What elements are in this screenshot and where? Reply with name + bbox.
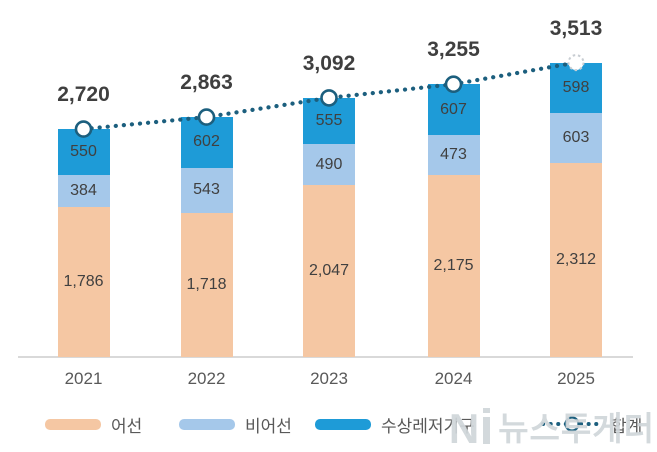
segment-value-label: 603	[562, 128, 590, 146]
segment-value-label: 543	[193, 181, 220, 199]
legend-item-합계: 합계	[541, 412, 642, 436]
segment-value-label: 490	[315, 155, 343, 173]
segment-value-label: 1,786	[63, 273, 104, 291]
legend-label: 어선	[111, 416, 143, 436]
total-label-2025: 3,513	[549, 16, 603, 40]
segment-value-label: 2,175	[433, 256, 474, 274]
segment-value-label: 473	[440, 145, 467, 163]
legend-item-수상레저기구: 수상레저기구	[315, 412, 475, 436]
bar-segment-수상레저기구-2021: 550	[57, 129, 110, 176]
legend-swatch-icon	[179, 418, 235, 430]
segment-value-label: 2,047	[308, 262, 350, 280]
x-axis-label-2021: 2021	[64, 369, 103, 388]
legend-item-비어선: 비어선	[179, 412, 292, 436]
segment-value-label: 602	[193, 133, 220, 151]
bar-segment-비어선-2022: 543	[180, 167, 233, 214]
x-axis-label-2023: 2023	[310, 369, 348, 388]
x-axis-label-2024: 2024	[434, 369, 473, 388]
bar-segment-비어선-2024: 473	[427, 135, 480, 175]
legend-label: 합계	[611, 416, 643, 436]
legend: 어선 비어선 수상레저기구 합계	[0, 412, 657, 438]
x-axis-label-2025: 2025	[557, 369, 595, 388]
bar-segment-비어선-2023: 490	[303, 144, 355, 186]
x-axis-label-2022: 2022	[187, 369, 226, 388]
total-label-2024: 3,255	[427, 38, 480, 62]
bar-segment-어선-2023: 2,047	[303, 185, 355, 357]
bar-segment-어선-2022: 1,718	[180, 213, 233, 357]
legend-swatch-icon	[315, 418, 371, 430]
bar-segment-비어선-2021: 384	[57, 175, 110, 208]
legend-label: 비어선	[245, 416, 292, 436]
segment-value-label: 1,718	[186, 276, 227, 293]
bar-segment-어선-2025: 2,312	[550, 163, 602, 357]
x-axis-line	[18, 356, 633, 358]
segment-value-label: 550	[70, 143, 97, 161]
legend-item-어선: 어선	[45, 412, 142, 436]
legend-dotted-line-icon	[541, 416, 603, 432]
bar-segment-어선-2021: 1,786	[57, 207, 110, 357]
segment-value-label: 384	[70, 182, 97, 200]
bar-segment-어선-2024: 2,175	[427, 174, 480, 357]
legend-swatch-icon	[45, 418, 101, 430]
segment-value-label: 2,312	[555, 251, 597, 269]
legend-label: 수상레저기구	[381, 416, 475, 436]
